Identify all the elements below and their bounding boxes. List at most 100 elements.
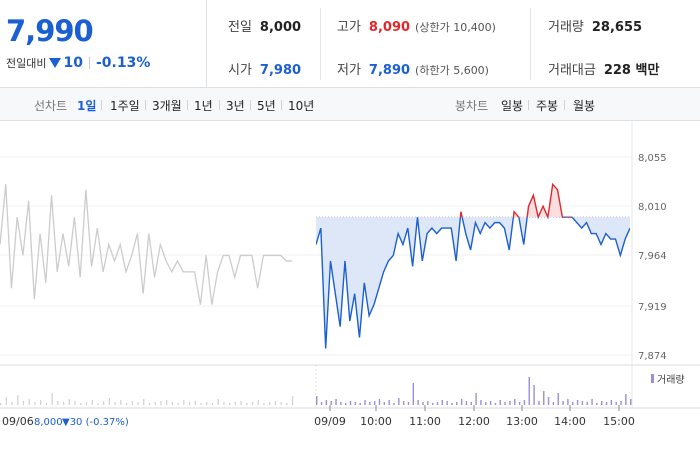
open-stat: 시가 7,980	[228, 59, 301, 78]
volume-bar	[465, 401, 468, 405]
open-label: 시가	[228, 63, 252, 78]
change-rate: -0.13%	[95, 55, 151, 71]
volume-bar	[62, 402, 65, 405]
volume-bar	[605, 402, 608, 405]
volume-value: 28,655	[591, 20, 643, 35]
down-arrow-icon	[49, 58, 62, 68]
volume-legend-swatch	[651, 374, 654, 383]
volume-bar	[601, 401, 603, 405]
volume-bar	[485, 402, 487, 405]
prev-close-label: 전일	[228, 20, 252, 35]
current-price: 7,990	[6, 14, 94, 48]
amount-stat: 거래대금 228 백만	[548, 59, 659, 78]
prev-day-label: 09/06	[2, 415, 34, 428]
volume-bar	[206, 402, 208, 405]
volume-bar	[120, 400, 122, 405]
volume-bar	[22, 401, 25, 405]
y-tick-label: 7,919	[638, 302, 667, 313]
volume-bar	[514, 399, 516, 405]
open-value: 7,980	[259, 63, 302, 78]
volume-bar	[68, 399, 70, 405]
divider	[101, 100, 102, 110]
volume-bar	[412, 383, 415, 405]
volume-bar	[91, 400, 93, 405]
volume-bar	[533, 385, 535, 405]
volume-bar	[364, 400, 366, 405]
tab-1y[interactable]: 1년	[194, 99, 213, 113]
upper-limit: (상한가 10,400)	[415, 21, 496, 34]
volume-bar	[494, 403, 497, 405]
volume-bar	[274, 401, 277, 405]
volume-bar	[610, 400, 613, 405]
divider	[145, 100, 146, 110]
volume-bar	[552, 402, 555, 405]
tab-5y[interactable]: 5년	[257, 99, 276, 113]
volume-bar	[11, 402, 13, 405]
low-label: 저가	[337, 63, 361, 78]
volume-bar	[388, 400, 390, 405]
volume-bar	[330, 401, 332, 405]
below-close-area	[316, 217, 630, 349]
volume-bar	[489, 401, 492, 405]
volume-bar	[543, 391, 545, 405]
volume-bar	[567, 399, 569, 405]
volume-bar	[431, 403, 434, 405]
volume-bar	[217, 399, 219, 405]
tab-1d[interactable]: 1일	[77, 99, 97, 113]
prev-day-price-line	[0, 184, 292, 305]
x-tick-label: 13:00	[506, 415, 538, 428]
x-tick-label: 09/09	[314, 415, 346, 428]
volume-bar	[383, 402, 386, 405]
divider	[564, 100, 565, 110]
volume-bar	[292, 396, 294, 405]
divider	[530, 8, 531, 80]
volume-bar	[436, 402, 439, 405]
volume-bar	[422, 402, 424, 405]
volume-bar	[349, 401, 352, 405]
volume-bar	[0, 403, 2, 405]
low-value: 7,890	[368, 63, 411, 78]
volume-bar	[85, 402, 88, 405]
volume-bar	[359, 403, 361, 405]
volume-bar	[402, 401, 405, 405]
volume-bar	[114, 402, 116, 405]
tab-3y[interactable]: 3년	[226, 99, 245, 113]
tab-10y[interactable]: 10년	[288, 99, 315, 113]
volume-bar	[108, 398, 110, 405]
volume-bar	[630, 399, 632, 405]
volume-bar	[257, 400, 259, 405]
volume-bar	[154, 402, 156, 405]
volume-bar	[615, 402, 617, 405]
tab-3m[interactable]: 3개월	[152, 99, 182, 113]
volume-bar	[504, 402, 506, 405]
volume-bar	[576, 400, 579, 405]
divider	[219, 100, 220, 110]
divider	[88, 57, 90, 69]
volume-bar	[286, 403, 288, 405]
volume-bar	[251, 402, 254, 405]
volume-bar	[562, 401, 564, 405]
tab-weekly[interactable]: 주봉	[536, 99, 559, 113]
x-tick-label: 15:00	[603, 415, 635, 428]
y-tick-label: 8,055	[638, 153, 667, 164]
volume-bar	[586, 402, 588, 405]
tab-daily[interactable]: 일봉	[501, 99, 524, 113]
volume-bar	[407, 402, 410, 405]
volume-bar	[620, 401, 622, 405]
divider	[250, 100, 251, 110]
tab-1w[interactable]: 1주일	[110, 99, 140, 113]
volume-stat: 거래량 28,655	[548, 16, 642, 35]
x-tick-label: 12:00	[458, 415, 490, 428]
change-label: 전일대비	[6, 57, 47, 70]
volume-bar	[596, 403, 598, 405]
volume-bar	[103, 401, 105, 405]
volume-bar	[470, 402, 472, 405]
price-summary: 7,990 전일대비 10 -0.13%	[0, 0, 207, 88]
volume-bar	[131, 401, 133, 405]
x-tick-label: 11:00	[409, 415, 441, 428]
change-row: 전일대비 10 -0.13%	[6, 54, 150, 72]
volume-bar	[456, 402, 458, 405]
volume-bar	[269, 402, 271, 405]
volume-bar	[188, 402, 191, 405]
tab-monthly[interactable]: 월봉	[573, 99, 596, 113]
